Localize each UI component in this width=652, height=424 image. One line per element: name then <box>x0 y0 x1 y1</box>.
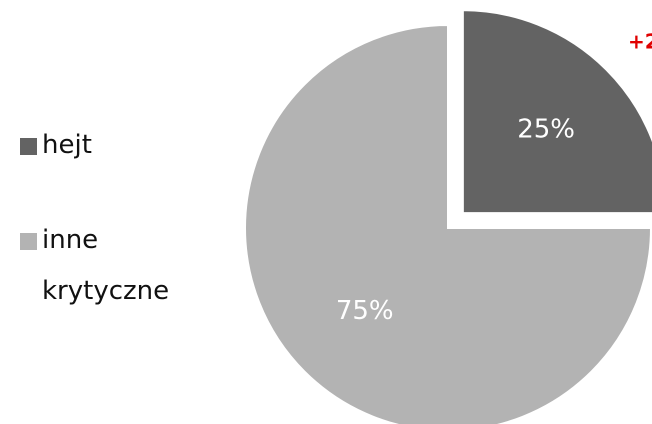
pie-slice <box>461 9 652 215</box>
legend-item: hejt <box>20 120 220 171</box>
data-label: 75% <box>336 296 394 326</box>
annotation: +2 <box>628 30 652 54</box>
legend: hejt inne krytyczne <box>20 120 220 361</box>
legend-label: inne krytyczne <box>42 225 170 306</box>
legend-swatch <box>20 138 37 155</box>
legend-item: inne krytyczne <box>20 215 220 317</box>
pie-slice <box>244 23 652 424</box>
data-label: 25% <box>517 114 575 144</box>
legend-label: hejt <box>42 130 92 160</box>
legend-swatch <box>20 233 37 250</box>
